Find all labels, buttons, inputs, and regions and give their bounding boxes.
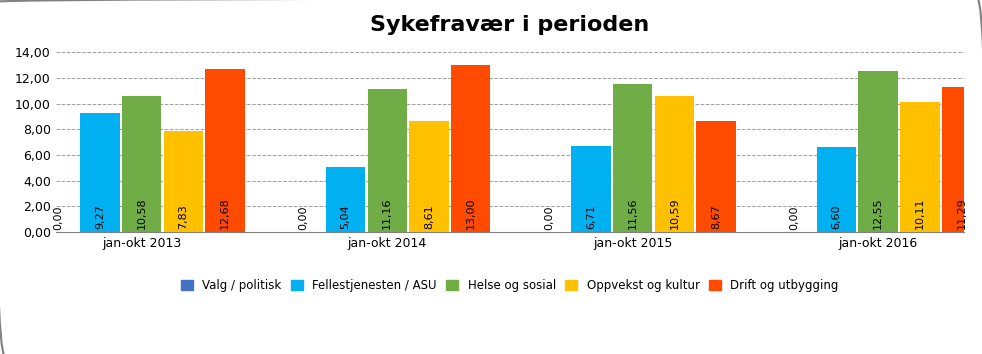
Bar bbox=[81, 113, 120, 232]
Bar bbox=[572, 146, 611, 232]
Bar bbox=[409, 121, 449, 232]
Bar bbox=[696, 121, 736, 232]
Bar bbox=[900, 102, 940, 232]
Bar bbox=[451, 65, 490, 232]
Bar bbox=[326, 167, 365, 232]
Text: 7,83: 7,83 bbox=[179, 205, 189, 229]
Text: 6,71: 6,71 bbox=[586, 205, 596, 229]
Bar bbox=[164, 131, 203, 232]
Text: 10,59: 10,59 bbox=[670, 198, 680, 229]
Text: 9,27: 9,27 bbox=[95, 204, 105, 229]
Text: 0,00: 0,00 bbox=[53, 205, 63, 230]
Text: 0,00: 0,00 bbox=[544, 205, 554, 230]
Text: 8,61: 8,61 bbox=[424, 205, 434, 229]
Bar bbox=[613, 84, 652, 232]
Bar bbox=[367, 89, 407, 232]
Bar bbox=[817, 147, 856, 232]
Bar bbox=[122, 96, 161, 232]
Text: 12,55: 12,55 bbox=[873, 198, 883, 229]
Title: Sykefravær i perioden: Sykefravær i perioden bbox=[370, 15, 649, 35]
Text: 11,29: 11,29 bbox=[956, 198, 966, 229]
Legend: Valg / politisk, Fellestjenesten / ASU, Helse og sosial, Oppvekst og kultur, Dri: Valg / politisk, Fellestjenesten / ASU, … bbox=[182, 279, 839, 292]
Bar bbox=[942, 87, 981, 232]
Bar bbox=[205, 69, 245, 232]
Text: 11,16: 11,16 bbox=[382, 198, 392, 229]
Text: 6,60: 6,60 bbox=[832, 205, 842, 229]
Text: 8,67: 8,67 bbox=[711, 205, 721, 229]
Text: 0,00: 0,00 bbox=[790, 205, 799, 230]
Text: 11,56: 11,56 bbox=[627, 198, 637, 229]
Text: 10,11: 10,11 bbox=[915, 198, 925, 229]
Bar bbox=[655, 96, 694, 232]
Bar bbox=[858, 71, 898, 232]
Text: 5,04: 5,04 bbox=[341, 205, 351, 229]
Text: 10,58: 10,58 bbox=[136, 198, 146, 229]
Text: 13,00: 13,00 bbox=[465, 198, 475, 229]
Text: 0,00: 0,00 bbox=[299, 205, 308, 230]
Text: 12,68: 12,68 bbox=[220, 198, 230, 229]
